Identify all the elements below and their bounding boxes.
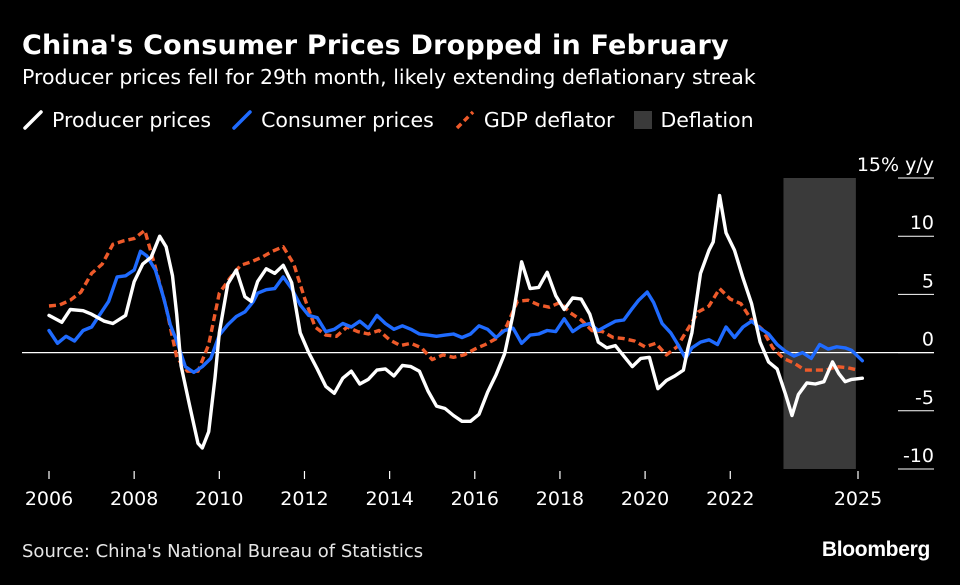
source-note: Source: China's National Bureau of Stati… <box>22 541 424 562</box>
bloomberg-logo: Bloomberg <box>821 538 930 561</box>
legend-label-gdp-deflator: GDP deflator <box>483 108 615 132</box>
gdp-deflator-line <box>48 228 859 373</box>
legend-item-deflation: Deflation <box>634 108 754 132</box>
x-tick-label: 2018 <box>536 488 584 510</box>
legend-swatch-gdp-deflator <box>455 110 475 130</box>
x-tick-label: 2025 <box>834 488 882 510</box>
y-tick-label: 15% y/y <box>857 154 934 176</box>
x-tick-label: 2008 <box>110 488 158 510</box>
x-tick-label: 2010 <box>195 488 243 510</box>
x-tick-label: 2012 <box>280 488 328 510</box>
x-tick-label: 2016 <box>451 488 499 510</box>
legend-label-producer-prices: Producer prices <box>52 108 212 132</box>
x-tick-label: 2014 <box>365 488 413 510</box>
chart-title: China's Consumer Prices Dropped in Febru… <box>22 30 729 61</box>
legend-item-producer-prices: Producer prices <box>22 108 211 132</box>
y-tick-label: -5 <box>915 387 934 409</box>
legend-swatch-deflation <box>634 111 653 129</box>
y-tick-label: 10 <box>910 212 934 234</box>
y-tick-label: -10 <box>903 445 934 467</box>
producer-prices-line <box>47 193 864 450</box>
legend-swatch-consumer-prices <box>232 110 252 130</box>
legend-item-gdp-deflator: GDP deflator <box>454 108 615 132</box>
legend: Producer prices Consumer prices GDP defl… <box>22 108 774 132</box>
legend-label-consumer-prices: Consumer prices <box>261 108 434 132</box>
y-tick-label: 0 <box>922 329 934 351</box>
legend-label-deflation: Deflation <box>660 108 754 132</box>
x-tick-label: 2020 <box>621 488 669 510</box>
x-tick-label: 2006 <box>25 488 73 510</box>
legend-swatch-producer-prices <box>23 110 43 130</box>
deflation-region <box>783 178 856 469</box>
x-tick-label: 2022 <box>706 488 754 510</box>
chart-subtitle: Producer prices fell for 29th month, lik… <box>22 65 756 89</box>
y-tick-label: 5 <box>922 270 934 292</box>
legend-item-consumer-prices: Consumer prices <box>231 108 434 132</box>
